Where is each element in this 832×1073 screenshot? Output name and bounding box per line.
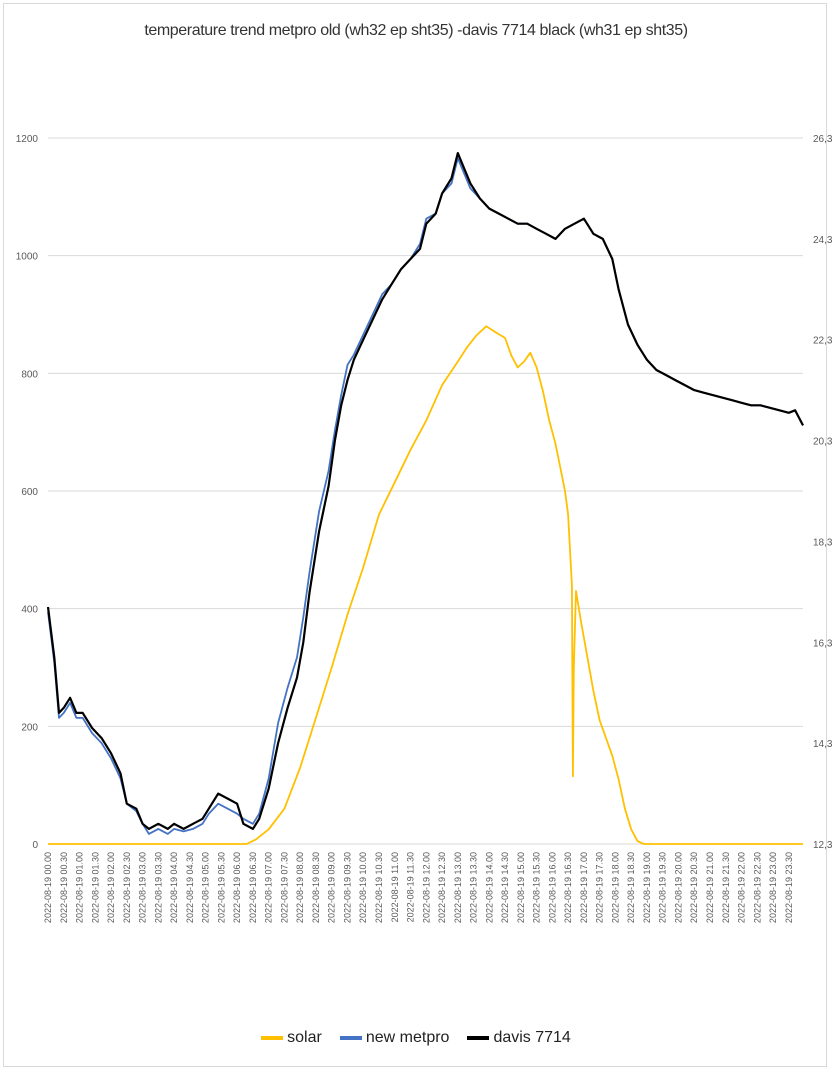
left-tick-label: 800 (21, 369, 38, 380)
x-tick-label: 2022-08-19 20.00 (673, 852, 683, 923)
right-tick-label: 16,3 (813, 638, 832, 649)
x-tick-label: 2022-08-19 17.30 (595, 852, 605, 923)
x-tick-label: 2022-08-19 15.00 (516, 852, 526, 923)
x-tick-label: 2022-08-19 15.30 (532, 852, 542, 923)
x-tick-label: 2022-08-19 05.30 (216, 852, 226, 923)
left-tick-label: 0 (32, 840, 38, 851)
x-tick-label: 2022-08-19 09.30 (342, 852, 352, 923)
left-axis-ticks: 0 200 400 600 800 1000 1200 (16, 134, 39, 851)
x-tick-label: 2022-08-19 08.30 (311, 852, 321, 923)
x-tick-label: 2022-08-19 05.00 (201, 852, 211, 923)
x-tick-label: 2022-08-19 02.00 (106, 852, 116, 923)
legend-item-davis-7714: davis 7714 (467, 1029, 571, 1047)
x-tick-label: 2022-08-19 13.00 (453, 852, 463, 923)
x-tick-label: 2022-08-19 00.00 (43, 852, 53, 923)
right-axis-ticks: 12,3 14,3 16,3 18,3 20,3 22,3 24,3 26,3 (813, 134, 832, 851)
x-tick-label: 2022-08-19 10.00 (358, 852, 368, 923)
x-tick-label: 2022-08-19 22.00 (737, 852, 747, 923)
x-tick-label: 2022-08-19 19.30 (658, 852, 668, 923)
x-tick-label: 2022-08-19 18.30 (626, 852, 636, 923)
series-lines (46, 152, 804, 845)
x-tick-label: 2022-08-19 07.30 (279, 852, 289, 923)
x-tick-label: 2022-08-19 12.00 (421, 852, 431, 923)
right-tick-label: 20,3 (813, 437, 832, 448)
legend-swatch-davis-7714 (467, 1036, 490, 1040)
x-tick-label: 2022-08-19 01.00 (75, 852, 85, 923)
series-line-new-metpro (47, 157, 804, 835)
x-axis-ticks: 2022-08-19 00.00 2022-08-19 00.30 2022-08-… (43, 852, 794, 923)
x-tick-label: 2022-08-19 10.30 (374, 852, 384, 923)
x-tick-label: 2022-08-19 18.00 (610, 852, 620, 923)
x-tick-label: 2022-08-19 04.00 (169, 852, 179, 923)
left-tick-label: 1200 (16, 134, 39, 145)
x-tick-label: 2022-08-19 19.00 (642, 852, 652, 923)
chart-area (3, 3, 827, 1067)
x-tick-label: 2022-08-19 07.00 (264, 852, 274, 923)
right-tick-label: 18,3 (813, 537, 832, 548)
x-tick-label: 2022-08-19 00.30 (59, 852, 69, 923)
x-tick-label: 2022-08-19 03.00 (138, 852, 148, 923)
right-tick-label: 24,3 (813, 235, 832, 246)
x-tick-label: 2022-08-19 13.30 (469, 852, 479, 923)
right-tick-label: 12,3 (813, 840, 832, 851)
x-tick-label: 2022-08-19 16.30 (563, 852, 573, 923)
x-tick-label: 2022-08-19 22.30 (752, 852, 762, 923)
x-tick-label: 2022-08-19 23.30 (784, 852, 794, 923)
legend-swatch-solar (261, 1036, 284, 1040)
left-tick-label: 200 (21, 722, 38, 733)
x-tick-label: 2022-08-19 09.00 (327, 852, 337, 923)
left-tick-label: 1000 (16, 252, 39, 263)
x-tick-label: 2022-08-19 14.00 (484, 852, 494, 923)
legend-item-solar: solar (261, 1029, 322, 1047)
x-tick-label: 2022-08-19 14.30 (500, 852, 510, 923)
x-tick-label: 2022-08-19 21.00 (705, 852, 715, 923)
x-tick-label: 2022-08-19 17.00 (579, 852, 589, 923)
chart-svg: 0 200 400 600 800 1000 1200 12,3 14,3 16,3 18,3 20… (16, 134, 832, 923)
left-tick-label: 400 (21, 605, 38, 616)
x-tick-label: 2022-08-19 16.00 (547, 852, 557, 923)
right-tick-label: 26,3 (813, 134, 832, 145)
x-tick-label: 2022-08-19 03.30 (153, 852, 163, 923)
legend-label-new-metpro: new metpro (365, 1029, 450, 1046)
legend-item-new-metpro: new metpro (339, 1029, 450, 1047)
right-tick-label: 22,3 (813, 336, 832, 347)
x-tick-label: 2022-08-19 11.30 (406, 852, 416, 922)
legend-label-davis-7714: davis 7714 (493, 1029, 571, 1046)
x-tick-label: 2022-08-19 23.00 (768, 852, 778, 923)
x-tick-label: 2022-08-19 12.30 (437, 852, 447, 923)
x-tick-label: 2022-08-19 11.00 (390, 852, 400, 922)
chart-title: temperature trend metpro old (wh32 ep sh… (144, 22, 688, 39)
x-tick-label: 2022-08-19 02.30 (122, 852, 132, 923)
x-tick-label: 2022-08-19 01.30 (90, 852, 100, 923)
x-tick-label: 2022-08-19 08.00 (295, 852, 305, 923)
legend: solar new metpro davis 7714 (0, 1025, 832, 1051)
series-line-davis-7714 (46, 152, 804, 830)
series-line-solar (48, 325, 803, 845)
x-tick-label: 2022-08-19 20.30 (689, 852, 699, 923)
legend-label-solar: solar (287, 1029, 322, 1046)
x-tick-label: 2022-08-19 04.30 (185, 852, 195, 923)
x-tick-label: 2022-08-19 06.30 (248, 852, 258, 923)
gridlines (48, 137, 803, 845)
legend-swatch-new-metpro (339, 1036, 362, 1040)
right-tick-label: 14,3 (813, 739, 832, 750)
x-tick-label: 2022-08-19 06.00 (232, 852, 242, 923)
left-tick-label: 600 (21, 487, 38, 498)
x-tick-label: 2022-08-19 21.30 (721, 852, 731, 923)
